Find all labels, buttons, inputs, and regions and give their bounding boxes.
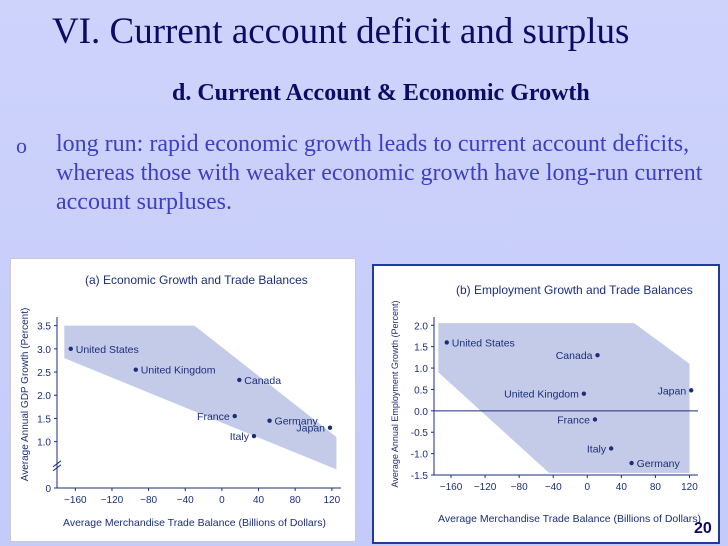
x-tick-label: −120 xyxy=(474,482,497,493)
data-point-label: Italy xyxy=(587,443,607,455)
data-point-label: Germany xyxy=(637,458,681,470)
x-tick-label: −120 xyxy=(101,495,124,506)
y-tick-label: 0.0 xyxy=(414,407,428,418)
y-tick-label: 0.5 xyxy=(414,385,428,396)
y-tick-label: -0.5 xyxy=(411,428,429,439)
y-tick-label: 0 xyxy=(45,484,51,495)
data-point xyxy=(267,418,272,423)
chart-employment-growth: (b) Employment Growth and Trade Balances… xyxy=(390,283,701,525)
data-point-label: Canada xyxy=(556,350,593,362)
x-tick-label: −40 xyxy=(177,495,194,506)
data-point xyxy=(133,367,138,372)
slide-subtitle: d. Current Account & Economic Growth xyxy=(172,80,590,106)
y-tick-label: 1.5 xyxy=(414,343,428,354)
data-point xyxy=(608,446,614,451)
y-axis-label: Average Annual Employment Growth (Percen… xyxy=(390,301,400,488)
shaded-band xyxy=(64,325,337,470)
x-tick-label: −160 xyxy=(440,482,463,493)
data-point xyxy=(581,391,587,396)
data-point xyxy=(237,377,242,383)
data-point-label: United States xyxy=(76,344,139,356)
x-axis-label: Average Merchandise Trade Balance (Billi… xyxy=(63,517,326,529)
axis-break-marker xyxy=(52,460,62,472)
y-tick-label: 2.0 xyxy=(37,391,51,402)
data-point-label: United States xyxy=(452,337,515,349)
x-tick-label: 0 xyxy=(219,495,225,506)
data-point-label: Japan xyxy=(658,385,687,397)
y-axis-label: Average Annual GDP Growth (Percent) xyxy=(20,308,31,482)
y-tick-label: 2.5 xyxy=(37,368,51,379)
y-tick-label: 1.0 xyxy=(414,364,428,375)
data-point-label: France xyxy=(197,411,230,423)
data-point-label: Japan xyxy=(296,423,325,435)
x-tick-label: −160 xyxy=(64,495,87,506)
slide-title: VI. Current account deficit and surplus xyxy=(52,11,630,52)
data-point-label: Germany xyxy=(275,416,319,428)
data-point xyxy=(251,433,257,439)
data-point xyxy=(595,353,600,358)
chart-title: (b) Employment Growth and Trade Balances xyxy=(456,283,693,297)
y-tick-label: 2.0 xyxy=(414,321,428,332)
x-tick-label: −80 xyxy=(511,482,528,493)
shaded-band xyxy=(438,323,690,473)
x-tick-label: −40 xyxy=(545,482,562,493)
data-point xyxy=(592,417,598,422)
x-tick-label: 80 xyxy=(290,495,302,506)
y-tick-label: -1.5 xyxy=(411,471,429,482)
data-point-label: Italy xyxy=(230,431,250,443)
data-point-label: United Kingdom xyxy=(504,389,579,401)
data-point xyxy=(444,340,449,345)
x-tick-label: 0 xyxy=(585,482,591,493)
chart-title: (a) Economic Growth and Trade Balances xyxy=(85,273,308,287)
bullet-text: long run: rapid economic growth leads to… xyxy=(56,131,703,215)
x-tick-label: 120 xyxy=(681,482,698,493)
x-tick-label: 40 xyxy=(253,495,265,506)
data-point xyxy=(688,388,694,393)
data-point-label: France xyxy=(557,414,590,426)
chart-panel-economic-growth: (a) Economic Growth and Trade Balances 0 1… xyxy=(10,258,356,542)
chart-panel-employment-growth: (b) Employment Growth and Trade Balances… xyxy=(372,264,720,544)
bullet-marker: o xyxy=(16,133,27,158)
chart-economic-growth: (a) Economic Growth and Trade Balances 0 1… xyxy=(20,273,341,529)
y-tick-label: 3.0 xyxy=(37,345,51,356)
data-point-label: Canada xyxy=(244,375,281,387)
data-point xyxy=(629,460,634,466)
x-tick-label: 40 xyxy=(616,482,628,493)
y-tick-label: 1.5 xyxy=(37,414,51,425)
x-tick-label: −80 xyxy=(140,495,157,506)
data-point xyxy=(232,413,237,419)
x-tick-label: 120 xyxy=(323,495,340,506)
y-tick-label: -1.0 xyxy=(411,450,429,461)
page-number: 20 xyxy=(694,520,712,537)
x-axis-label: Average Merchandise Trade Balance (Billi… xyxy=(438,513,701,525)
x-tick-label: 80 xyxy=(650,482,662,493)
data-point-label: United Kingdom xyxy=(141,365,216,377)
y-tick-label: 3.5 xyxy=(37,322,51,333)
data-point xyxy=(68,346,73,352)
data-point xyxy=(327,425,333,430)
y-tick-label: 1.0 xyxy=(37,438,51,449)
